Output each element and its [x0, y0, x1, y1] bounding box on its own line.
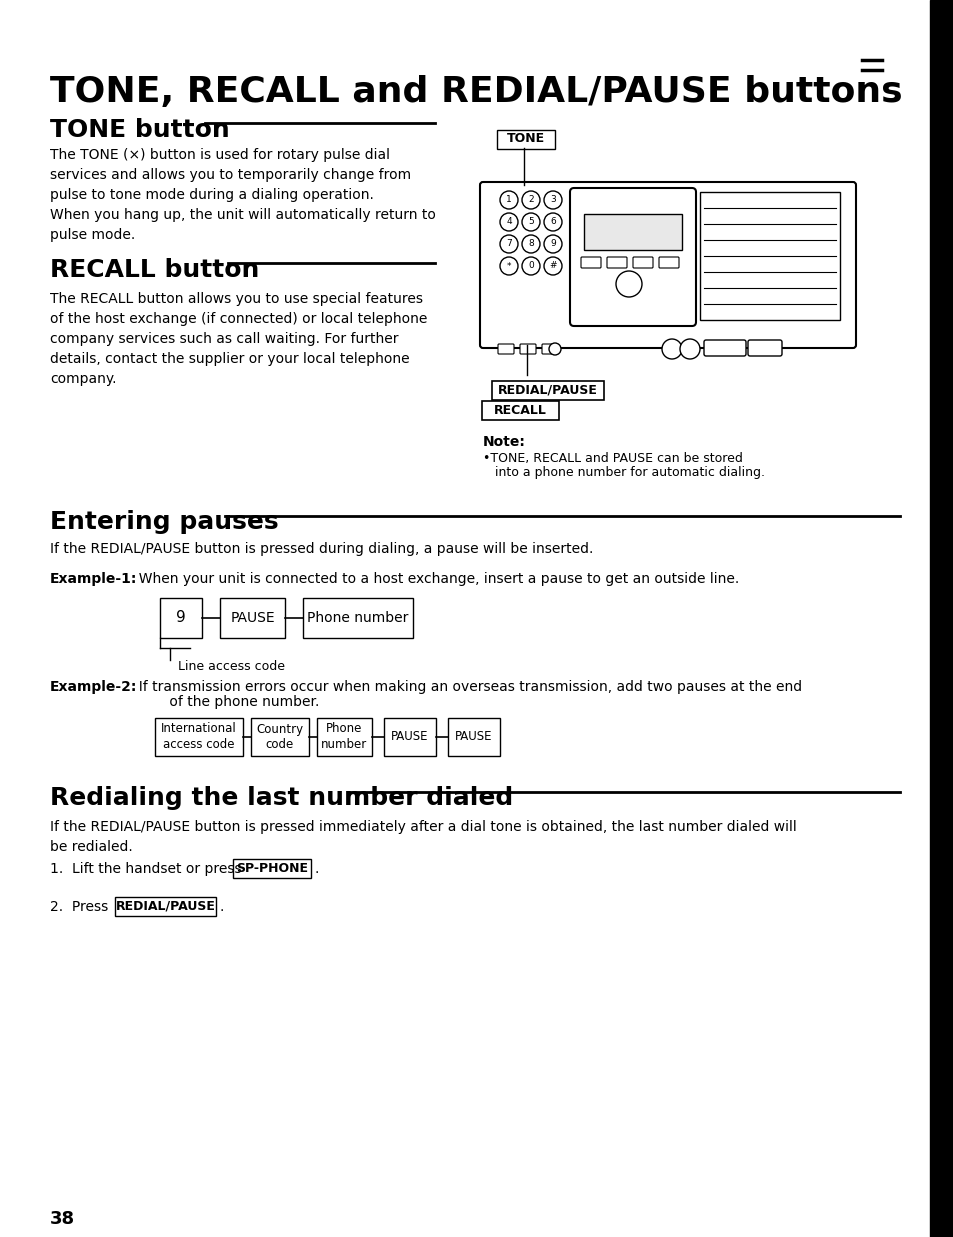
Circle shape	[499, 235, 517, 254]
Text: Note:: Note:	[482, 435, 525, 449]
Text: SP-PHONE: SP-PHONE	[235, 861, 308, 875]
Text: 9: 9	[550, 240, 556, 249]
Bar	[583, 214, 681, 250]
Text: 3: 3	[550, 195, 556, 204]
Text: 6: 6	[550, 218, 556, 226]
Text: Example-2:: Example-2:	[50, 680, 137, 694]
Circle shape	[521, 190, 539, 209]
Text: International
access code: International access code	[161, 722, 236, 752]
Bar	[154, 717, 243, 756]
Circle shape	[543, 257, 561, 275]
FancyBboxPatch shape	[606, 257, 626, 268]
FancyBboxPatch shape	[580, 257, 600, 268]
Text: The RECALL button allows you to use special features
of the host exchange (if co: The RECALL button allows you to use spec…	[50, 292, 427, 386]
Bar	[220, 597, 285, 638]
Text: 4: 4	[506, 218, 511, 226]
FancyBboxPatch shape	[497, 130, 555, 148]
Circle shape	[499, 190, 517, 209]
Circle shape	[679, 339, 700, 359]
FancyBboxPatch shape	[541, 344, 558, 354]
Text: *: *	[506, 261, 511, 271]
Bar	[384, 717, 436, 756]
Text: RECALL button: RECALL button	[50, 259, 259, 282]
Circle shape	[521, 235, 539, 254]
Text: REDIAL/PAUSE: REDIAL/PAUSE	[116, 899, 215, 913]
Text: If the REDIAL/PAUSE button is pressed during dialing, a pause will be inserted.: If the REDIAL/PAUSE button is pressed du…	[50, 542, 593, 555]
Text: 9: 9	[176, 611, 186, 626]
Bar	[303, 597, 413, 638]
Circle shape	[521, 257, 539, 275]
Circle shape	[543, 235, 561, 254]
Text: 2: 2	[528, 195, 534, 204]
Text: If the REDIAL/PAUSE button is pressed immediately after a dial tone is obtained,: If the REDIAL/PAUSE button is pressed im…	[50, 820, 796, 854]
FancyBboxPatch shape	[479, 182, 855, 348]
Text: 2.  Press: 2. Press	[50, 901, 112, 914]
Text: of the phone number.: of the phone number.	[130, 695, 319, 709]
Text: RECALL: RECALL	[493, 403, 546, 417]
Text: Phone
number: Phone number	[321, 722, 367, 752]
Text: When your unit is connected to a host exchange, insert a pause to get an outside: When your unit is connected to a host ex…	[130, 571, 739, 586]
Bar	[700, 192, 840, 320]
Text: •TONE, RECALL and PAUSE can be stored: •TONE, RECALL and PAUSE can be stored	[482, 452, 742, 465]
Text: TONE: TONE	[506, 132, 544, 146]
Text: 1: 1	[506, 195, 512, 204]
Text: PAUSE: PAUSE	[455, 731, 493, 743]
Text: Example-1:: Example-1:	[50, 571, 137, 586]
Text: .: .	[314, 862, 319, 876]
Text: Redialing the last number dialed: Redialing the last number dialed	[50, 785, 513, 810]
Text: 7: 7	[506, 240, 512, 249]
Bar	[448, 717, 499, 756]
Text: Phone number: Phone number	[307, 611, 408, 625]
Text: Entering pauses: Entering pauses	[50, 510, 278, 534]
Text: 38: 38	[50, 1210, 75, 1228]
Text: .: .	[220, 901, 224, 914]
Text: TONE button: TONE button	[50, 118, 230, 142]
Text: 1.  Lift the handset or press: 1. Lift the handset or press	[50, 862, 246, 876]
FancyBboxPatch shape	[481, 401, 558, 421]
Text: If transmission errors occur when making an overseas transmission, add two pause: If transmission errors occur when making…	[130, 680, 801, 694]
FancyBboxPatch shape	[569, 188, 696, 327]
FancyBboxPatch shape	[659, 257, 679, 268]
Circle shape	[543, 190, 561, 209]
Circle shape	[543, 213, 561, 231]
FancyBboxPatch shape	[492, 381, 603, 400]
Bar	[929, 0, 953, 1237]
FancyBboxPatch shape	[703, 340, 745, 356]
Text: 5: 5	[528, 218, 534, 226]
FancyBboxPatch shape	[633, 257, 652, 268]
Circle shape	[499, 213, 517, 231]
Text: 0: 0	[528, 261, 534, 271]
Text: The TONE (×) button is used for rotary pulse dial
services and allows you to tem: The TONE (×) button is used for rotary p…	[50, 148, 436, 242]
FancyBboxPatch shape	[497, 344, 514, 354]
Text: PAUSE: PAUSE	[391, 731, 428, 743]
FancyBboxPatch shape	[233, 858, 312, 877]
FancyBboxPatch shape	[747, 340, 781, 356]
FancyBboxPatch shape	[519, 344, 536, 354]
FancyBboxPatch shape	[115, 897, 216, 915]
Text: 8: 8	[528, 240, 534, 249]
Text: PAUSE: PAUSE	[230, 611, 274, 625]
Text: TONE, RECALL and REDIAL/PAUSE buttons: TONE, RECALL and REDIAL/PAUSE buttons	[50, 75, 902, 109]
Text: REDIAL/PAUSE: REDIAL/PAUSE	[497, 383, 598, 397]
Text: #: #	[549, 261, 557, 271]
Circle shape	[661, 339, 681, 359]
Text: Line access code: Line access code	[178, 661, 285, 673]
Text: Country
code: Country code	[256, 722, 303, 752]
Text: into a phone number for automatic dialing.: into a phone number for automatic dialin…	[482, 466, 764, 479]
Circle shape	[548, 343, 560, 355]
Circle shape	[499, 257, 517, 275]
Circle shape	[616, 271, 641, 297]
Circle shape	[521, 213, 539, 231]
Bar	[251, 717, 309, 756]
Bar	[160, 597, 202, 638]
Bar	[316, 717, 372, 756]
